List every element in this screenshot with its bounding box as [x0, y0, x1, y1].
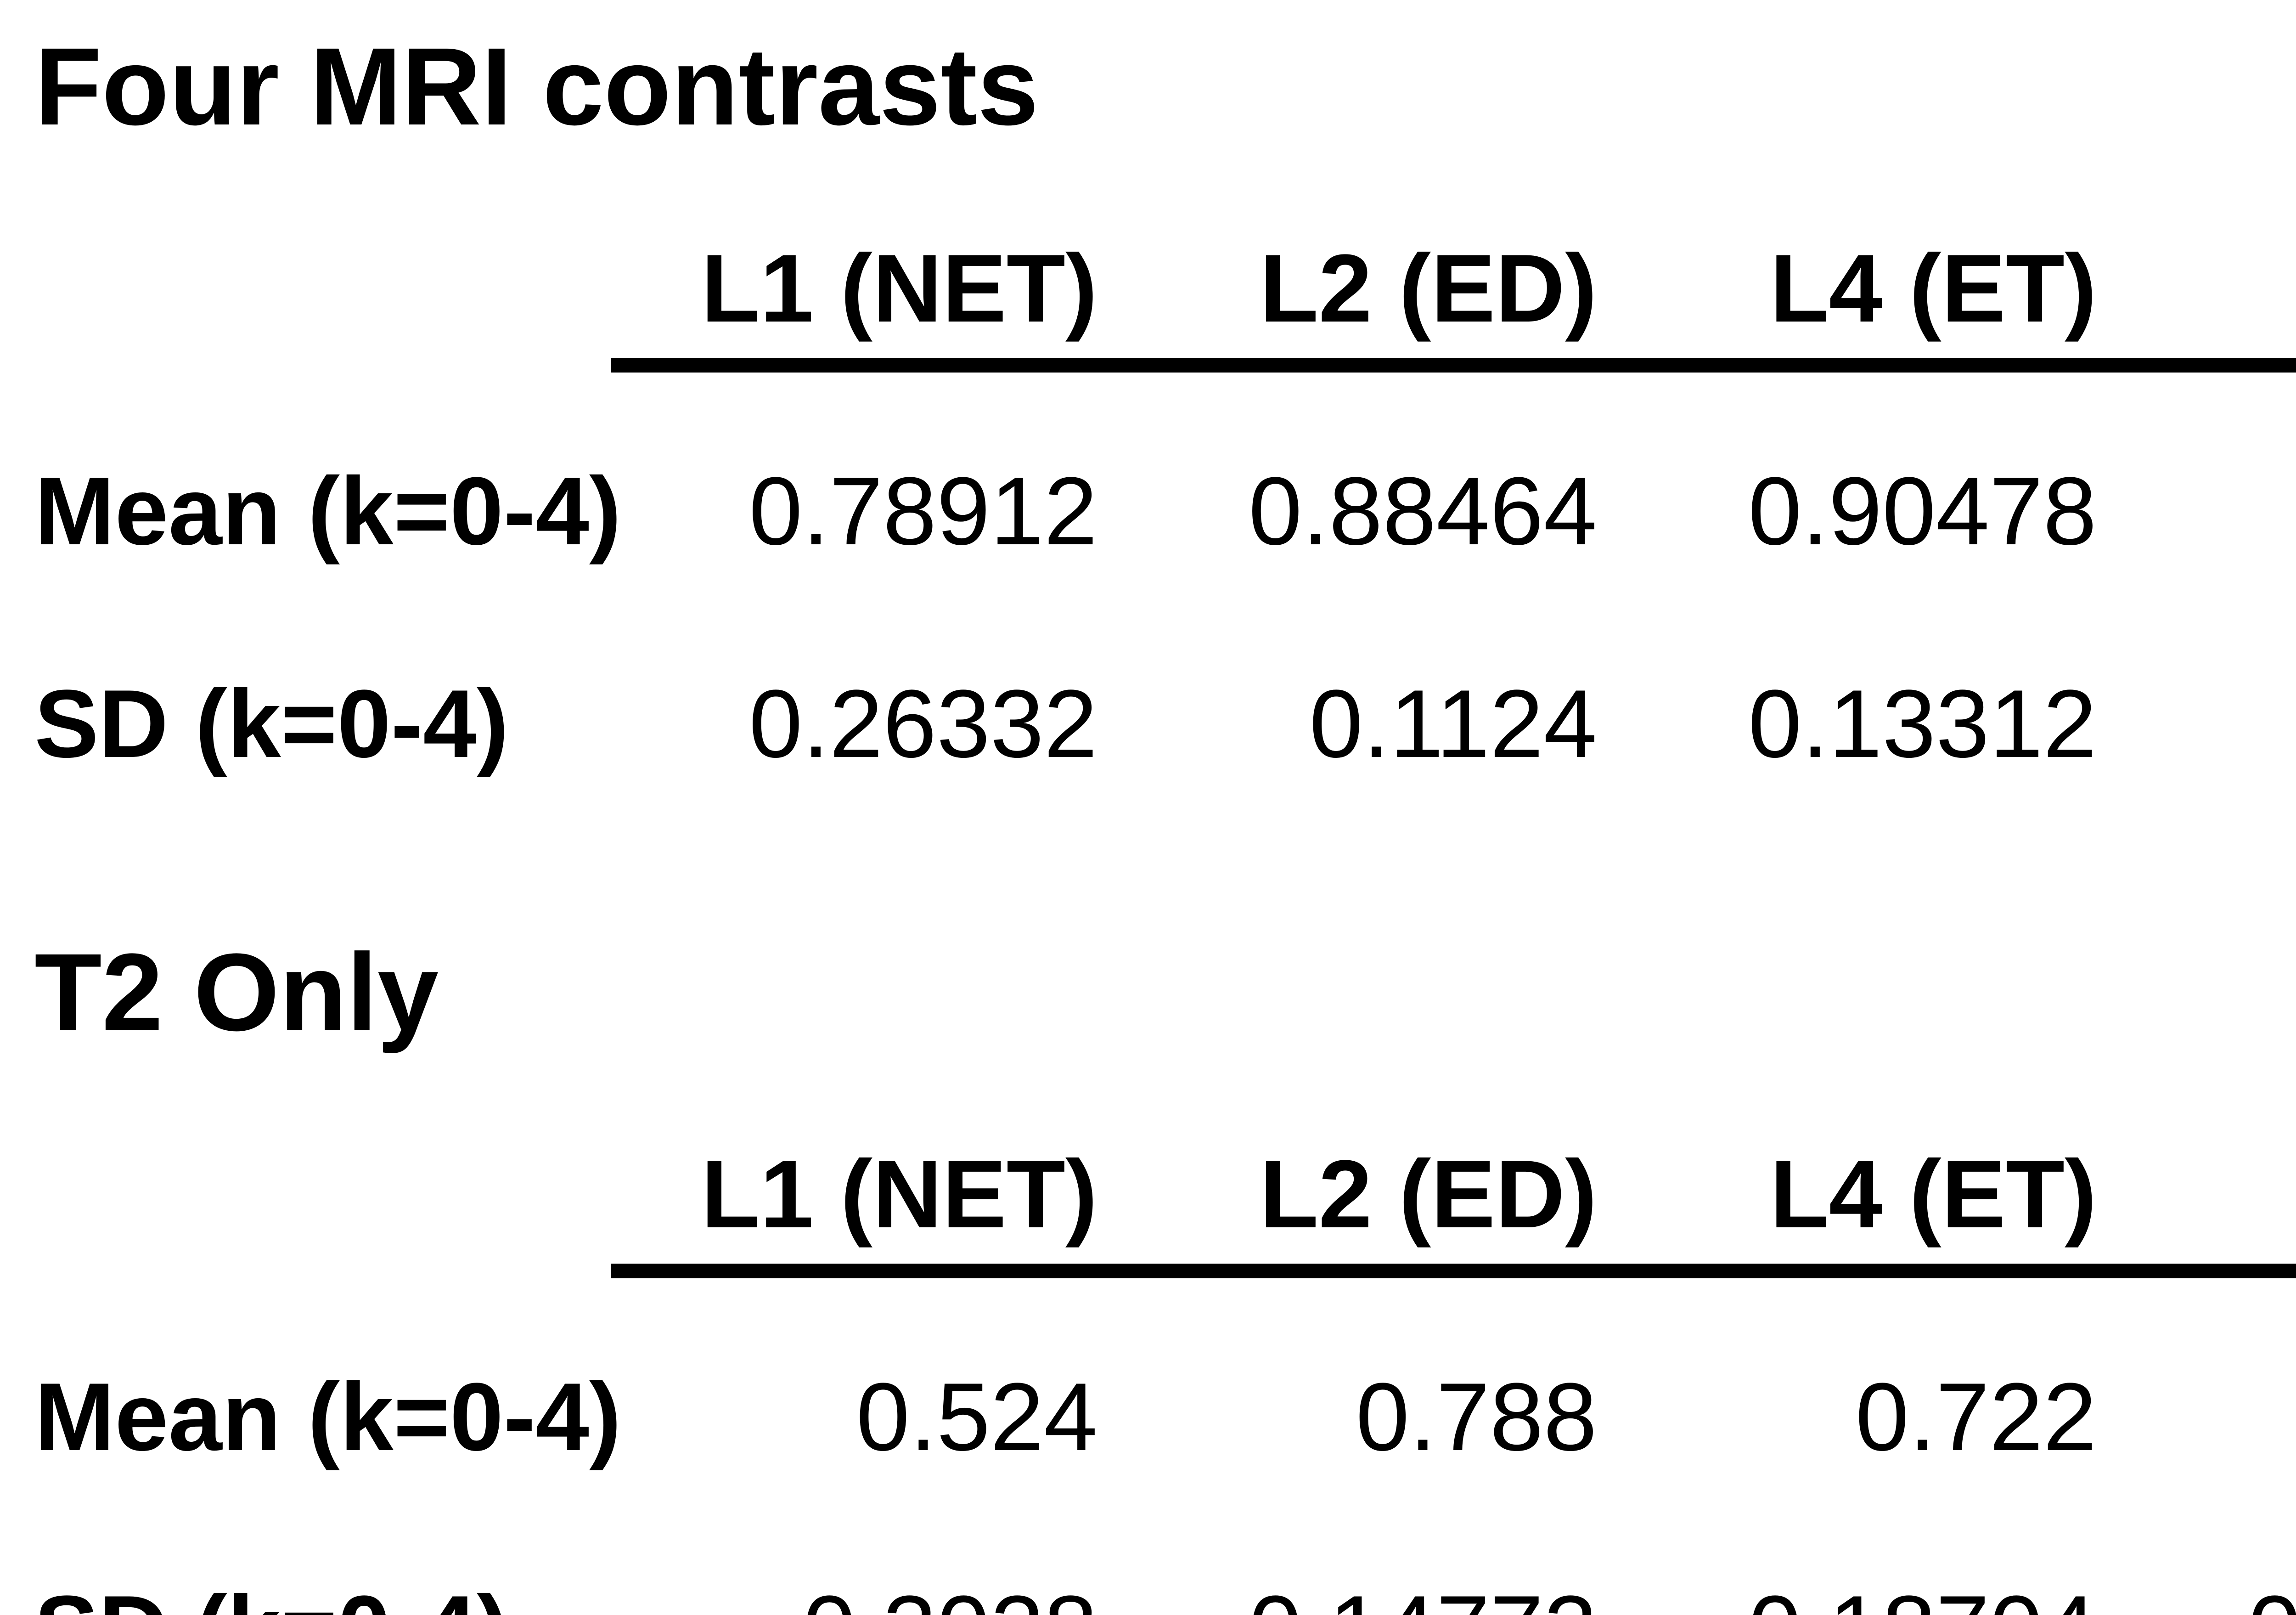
cell-value: 0.78912: [748, 457, 1097, 565]
section-four-mri-contrasts: Four MRI contrasts L1 (NET) L2 (ED) L4 (…: [0, 23, 2296, 798]
cell-value: 0.90478: [1748, 457, 2097, 565]
section-title-t2-only: T2 Only: [34, 931, 439, 1054]
row-label-mean: Mean (k=0-4): [34, 1363, 621, 1471]
column-header-l2-ed: L2 (ED): [1110, 1056, 1610, 1278]
cell-value: 0.678: [2110, 1271, 2296, 1491]
cell-value: 0.3028: [611, 1491, 1110, 1615]
column-header-mean: Mean: [2110, 150, 2296, 373]
column-header-l4-et: L4 (ET): [1610, 1056, 2110, 1278]
column-header-l1-net: L1 (NET): [611, 150, 1110, 373]
table-row-mean: Mean (k=0-4) 0.78912 0.88464 0.90478 0.8…: [0, 365, 2296, 585]
table-row-mean: Mean (k=0-4) 0.524 0.788 0.722 0.678: [0, 1271, 2296, 1491]
header-row: L1 (NET) L2 (ED) L4 (ET) Mean: [0, 1056, 2296, 1278]
corner-cell: [0, 1056, 611, 1271]
column-header-l2-ed: L2 (ED): [1110, 150, 1610, 373]
cell-value: 0.8595: [2110, 365, 2296, 585]
table-row-sd: SD (k=0-4) 0.3028 0.14772 0.18704 0.2125…: [0, 1491, 2296, 1615]
column-header-mean: Mean: [2110, 1056, 2296, 1278]
cell-value: 0.13312: [1748, 670, 2097, 778]
column-header-l4-et: L4 (ET): [1610, 150, 2110, 373]
table-row-sd: SD (k=0-4) 0.26332 0.1124 0.13312 0.1696: [0, 585, 2296, 798]
corner-cell: [0, 150, 611, 365]
cell-value: 0.1696: [2110, 585, 2296, 798]
row-label-mean: Mean (k=0-4): [34, 457, 621, 565]
row-label-sd: SD (k=0-4): [0, 1491, 611, 1615]
cell-value: 0.21252: [2110, 1491, 2296, 1615]
header-row: L1 (NET) L2 (ED) L4 (ET) Mean: [0, 150, 2296, 373]
cell-value: 0.524: [856, 1363, 1097, 1471]
cell-value: 0.788: [1356, 1363, 1597, 1471]
row-label-sd: SD (k=0-4): [34, 670, 509, 778]
cell-value: 0.18704: [1610, 1491, 2110, 1615]
section-t2-only: T2 Only L1 (NET) L2 (ED) L4 (ET) Mean: [0, 929, 2296, 1615]
cell-value: 0.722: [1855, 1363, 2097, 1471]
cell-value: 0.26332: [748, 670, 1097, 778]
four-mri-contrasts-table: L1 (NET) L2 (ED) L4 (ET) Mean Mean (k=0-…: [0, 150, 2296, 798]
cell-value: 0.14772: [1110, 1491, 1610, 1615]
cell-value: 0.88464: [1248, 457, 1597, 565]
cell-value: 0.1124: [1309, 670, 1597, 778]
column-header-l1-net: L1 (NET): [611, 1056, 1110, 1278]
page: Four MRI contrasts L1 (NET) L2 (ED) L4 (…: [0, 23, 2296, 1615]
t2-only-table: L1 (NET) L2 (ED) L4 (ET) Mean Mean (k=0-…: [0, 1056, 2296, 1615]
section-title-four-mri-contrasts: Four MRI contrasts: [34, 25, 1039, 148]
